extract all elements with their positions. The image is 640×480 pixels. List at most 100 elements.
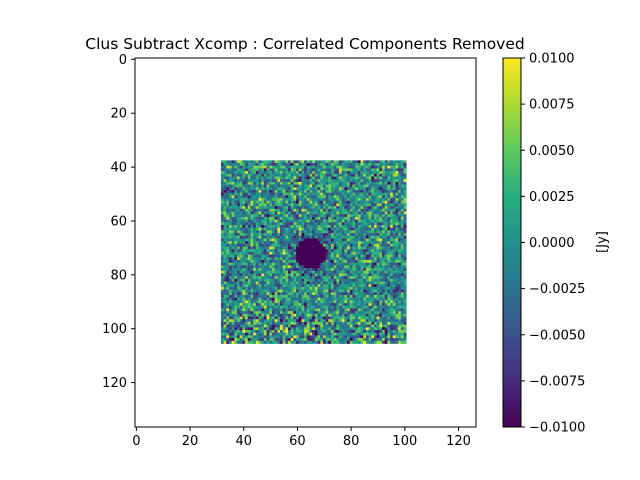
heatmap-cell	[245, 308, 249, 312]
heatmap-cell	[331, 243, 335, 247]
heatmap-cell	[387, 184, 391, 188]
heatmap-cell	[301, 195, 305, 199]
heatmap-cell	[223, 330, 227, 334]
heatmap-cell	[390, 300, 394, 304]
heatmap-cell	[312, 311, 316, 315]
heatmap-cell	[400, 168, 404, 172]
heatmap-cell	[306, 330, 310, 334]
heatmap-cell	[368, 203, 372, 207]
heatmap-cell	[277, 219, 281, 223]
heatmap-cell	[390, 319, 394, 323]
heatmap-cell	[239, 311, 243, 315]
heatmap-cell	[234, 321, 238, 325]
heatmap-cell	[328, 181, 332, 185]
heatmap-cell	[371, 292, 375, 296]
heatmap-cell	[237, 330, 241, 334]
heatmap-cell	[261, 335, 265, 339]
heatmap-cell	[336, 308, 340, 312]
heatmap-cell	[312, 238, 316, 242]
heatmap-cell	[384, 278, 388, 282]
heatmap-cell	[387, 179, 391, 183]
heatmap-cell	[373, 200, 378, 204]
heatmap-cell	[269, 200, 273, 204]
heatmap-cell	[304, 273, 308, 277]
heatmap-cell	[384, 257, 388, 261]
heatmap-cell	[387, 203, 391, 207]
heatmap-cell	[325, 338, 329, 342]
heatmap-cell	[301, 292, 305, 296]
heatmap-cell	[379, 281, 383, 285]
heatmap-cell	[344, 270, 348, 274]
heatmap-cell	[390, 222, 394, 226]
heatmap-cell	[403, 340, 407, 344]
heatmap-cell	[301, 208, 305, 212]
heatmap-cell	[317, 165, 321, 169]
heatmap-cell	[234, 297, 238, 301]
heatmap-cell	[274, 289, 278, 293]
heatmap-cell	[347, 273, 351, 277]
heatmap-cell	[261, 227, 265, 231]
y-tick-label: 20	[110, 107, 127, 122]
heatmap-cell	[258, 295, 262, 299]
heatmap-cell	[314, 257, 318, 261]
heatmap-cell	[220, 295, 224, 299]
heatmap-cell	[301, 233, 305, 237]
heatmap-cell	[312, 208, 316, 212]
heatmap-cell	[277, 316, 281, 320]
heatmap-cell	[223, 214, 227, 218]
heatmap-cell	[344, 257, 348, 261]
heatmap-cell	[309, 340, 313, 344]
heatmap-cell	[339, 165, 343, 169]
heatmap-cell	[320, 332, 324, 336]
heatmap-cell	[336, 297, 340, 301]
heatmap-cell	[373, 281, 378, 285]
heatmap-cell	[317, 251, 321, 255]
heatmap-cell	[352, 206, 356, 210]
heatmap-cell	[371, 319, 375, 323]
x-tick-label: 120	[446, 434, 471, 449]
heatmap-cell	[336, 171, 340, 175]
heatmap-cell	[368, 181, 372, 185]
heatmap-cell	[304, 316, 308, 320]
heatmap-cell	[355, 168, 359, 172]
heatmap-cell	[355, 313, 359, 317]
heatmap-cell	[309, 286, 313, 290]
heatmap-cell	[328, 273, 332, 277]
heatmap-cell	[395, 324, 399, 328]
heatmap-cell	[234, 265, 238, 269]
heatmap-cell	[347, 206, 351, 210]
heatmap-cell	[347, 192, 351, 196]
heatmap-cell	[242, 340, 246, 344]
heatmap-cell	[274, 203, 278, 207]
heatmap-cell	[237, 284, 241, 288]
heatmap-cell	[379, 340, 383, 344]
heatmap-cell	[363, 179, 367, 183]
heatmap-cell	[363, 246, 367, 250]
heatmap-cell	[269, 338, 273, 342]
heatmap-cell	[288, 319, 292, 323]
heatmap-cell	[336, 327, 340, 331]
heatmap-cell	[239, 165, 243, 169]
heatmap-cell	[352, 308, 356, 312]
heatmap-cell	[237, 292, 241, 296]
heatmap-cell	[333, 216, 337, 220]
heatmap-cell	[296, 216, 300, 220]
heatmap-cell	[403, 189, 407, 194]
heatmap-cell	[325, 179, 329, 183]
heatmap-cell	[365, 300, 369, 304]
heatmap-cell	[234, 176, 238, 180]
heatmap-cell	[220, 176, 224, 180]
heatmap-cell	[269, 238, 273, 242]
heatmap-cell	[304, 184, 308, 188]
heatmap-cell	[253, 214, 257, 218]
heatmap-cell	[360, 311, 364, 315]
heatmap-cell	[234, 171, 238, 175]
heatmap-cell	[255, 303, 259, 307]
heatmap-cell	[306, 192, 310, 196]
heatmap-cell	[228, 265, 233, 269]
heatmap-cell	[245, 171, 249, 175]
heatmap-cell	[263, 305, 267, 309]
heatmap-cell	[271, 165, 275, 169]
heatmap-cell	[368, 189, 372, 194]
heatmap-cell	[277, 303, 281, 307]
